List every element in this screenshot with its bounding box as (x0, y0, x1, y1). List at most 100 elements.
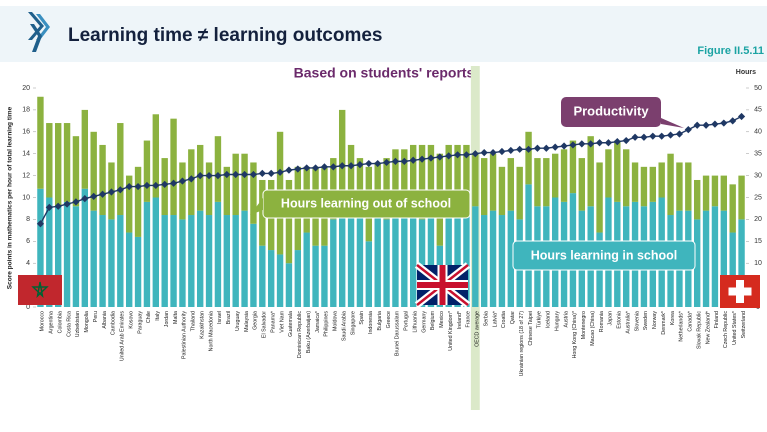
x-tick-label: Colombia (57, 311, 63, 333)
bar-segment (72, 136, 80, 207)
bar-segment (489, 210, 497, 307)
bar-segment (693, 179, 701, 220)
bar-segment (383, 219, 390, 307)
productivity-marker (658, 132, 666, 140)
productivity-marker (542, 144, 550, 152)
x-tick-label: United Kingdom* (448, 311, 454, 351)
productivity-marker (240, 170, 249, 179)
bar-segment (134, 166, 142, 237)
bar-segment (480, 215, 488, 307)
productivity-marker (205, 172, 213, 180)
bar-segment (676, 162, 683, 211)
x-tick-label: Guatemala (288, 311, 294, 337)
productivity-marker (569, 141, 577, 149)
x-tick-label: Costa Rica (66, 311, 72, 337)
productivity-marker (640, 133, 648, 141)
productivity-marker (480, 149, 488, 157)
productivity-marker (161, 180, 169, 188)
bar-segment (454, 210, 461, 307)
x-tick-label: Czech Republic (723, 311, 729, 348)
x-tick-label: Argentina (49, 311, 55, 334)
bar-segment (214, 136, 222, 202)
productivity-marker (232, 170, 240, 179)
x-tick-label: El Salvador (262, 311, 268, 338)
bar-segment (63, 123, 71, 202)
bar-segment (427, 215, 435, 307)
bar-segment (259, 245, 266, 307)
annotation-box (561, 97, 661, 127)
productivity-marker (134, 182, 142, 191)
productivity-marker (445, 152, 453, 160)
bar-segment (374, 162, 381, 216)
bar-segment (250, 162, 257, 224)
bar-segment (312, 245, 319, 307)
bar-segment (170, 118, 177, 216)
y-axis-title: Score points in mathematics per hour of … (7, 106, 14, 289)
x-tick-label: Belgium (430, 310, 436, 330)
bar-segment (658, 162, 665, 198)
x-tick-label: Chile (146, 311, 152, 323)
bar-segment (170, 215, 177, 307)
bar-segment (507, 158, 515, 211)
productivity-marker (516, 145, 524, 153)
annotations: Productivity Hours learning out of schoo… (250, 97, 696, 271)
productivity-marker (524, 145, 533, 153)
figure-label: Figure II.5.11 (697, 45, 764, 57)
bar-segment (117, 123, 124, 216)
x-tick-label: Hong Kong (China)* (572, 311, 578, 358)
x-tick-label: Albania (102, 311, 108, 329)
bar-segment (738, 219, 745, 307)
productivity-marker (613, 138, 621, 146)
bar-segment (81, 188, 89, 307)
x-tick-label: Uruguay (235, 311, 241, 331)
x-tick-label: Peru (93, 311, 99, 322)
bar-segment (560, 149, 568, 202)
productivity-marker (36, 220, 45, 228)
bar-segment (143, 201, 151, 307)
annotation-pointer (250, 198, 263, 215)
y2-tick-label: 30 (754, 172, 762, 179)
productivity-marker (649, 132, 657, 140)
productivity-marker (214, 172, 222, 180)
productivity-marker (90, 192, 98, 201)
bar-segment (321, 245, 328, 307)
x-tick-label: Ireland* (457, 311, 463, 329)
x-tick-label: Macao (China) (590, 311, 596, 346)
productivity-marker (98, 190, 107, 198)
productivity-marker (382, 158, 391, 167)
x-tick-label: Chinese Taipei (528, 311, 534, 346)
logo (28, 12, 50, 52)
y-tick-label: 8 (26, 216, 30, 223)
x-tick-label: France (466, 311, 472, 328)
x-tick-label: Portugal (404, 311, 410, 331)
bar-segment (214, 201, 222, 307)
productivity-marker (498, 147, 506, 156)
x-tick-label: OECD average (475, 311, 481, 347)
productivity-marker (152, 181, 160, 190)
productivity-marker (595, 139, 604, 147)
bar-segment (72, 206, 80, 307)
bar-segment (720, 175, 728, 211)
x-tick-label: Mexico (439, 311, 445, 328)
bar-segment (409, 215, 417, 307)
x-tick-label: Brazil (226, 311, 232, 324)
y2-tick-label: 10 (754, 260, 762, 267)
bar-segment (427, 144, 435, 216)
bar-segment (134, 236, 142, 307)
bar-segment (276, 254, 284, 307)
x-tick-label: Finland (714, 311, 720, 328)
bar-segment (480, 158, 488, 216)
productivity-marker (737, 112, 746, 121)
bar-segment (54, 206, 62, 307)
bar-segment (205, 215, 213, 307)
flag-uk (414, 262, 471, 308)
productivity-marker (125, 182, 133, 191)
bar-segment (463, 144, 470, 207)
x-tick-label: Israel (217, 311, 223, 324)
x-tick-label: Baku (Azerbaijan) (306, 311, 312, 353)
bar-segment (631, 162, 639, 202)
x-tick-label: Ukrainian regions (18 of 27) (519, 311, 525, 377)
bar-segment (685, 162, 692, 211)
bar-segment (152, 197, 160, 307)
x-tick-label: Thailand (191, 311, 197, 331)
